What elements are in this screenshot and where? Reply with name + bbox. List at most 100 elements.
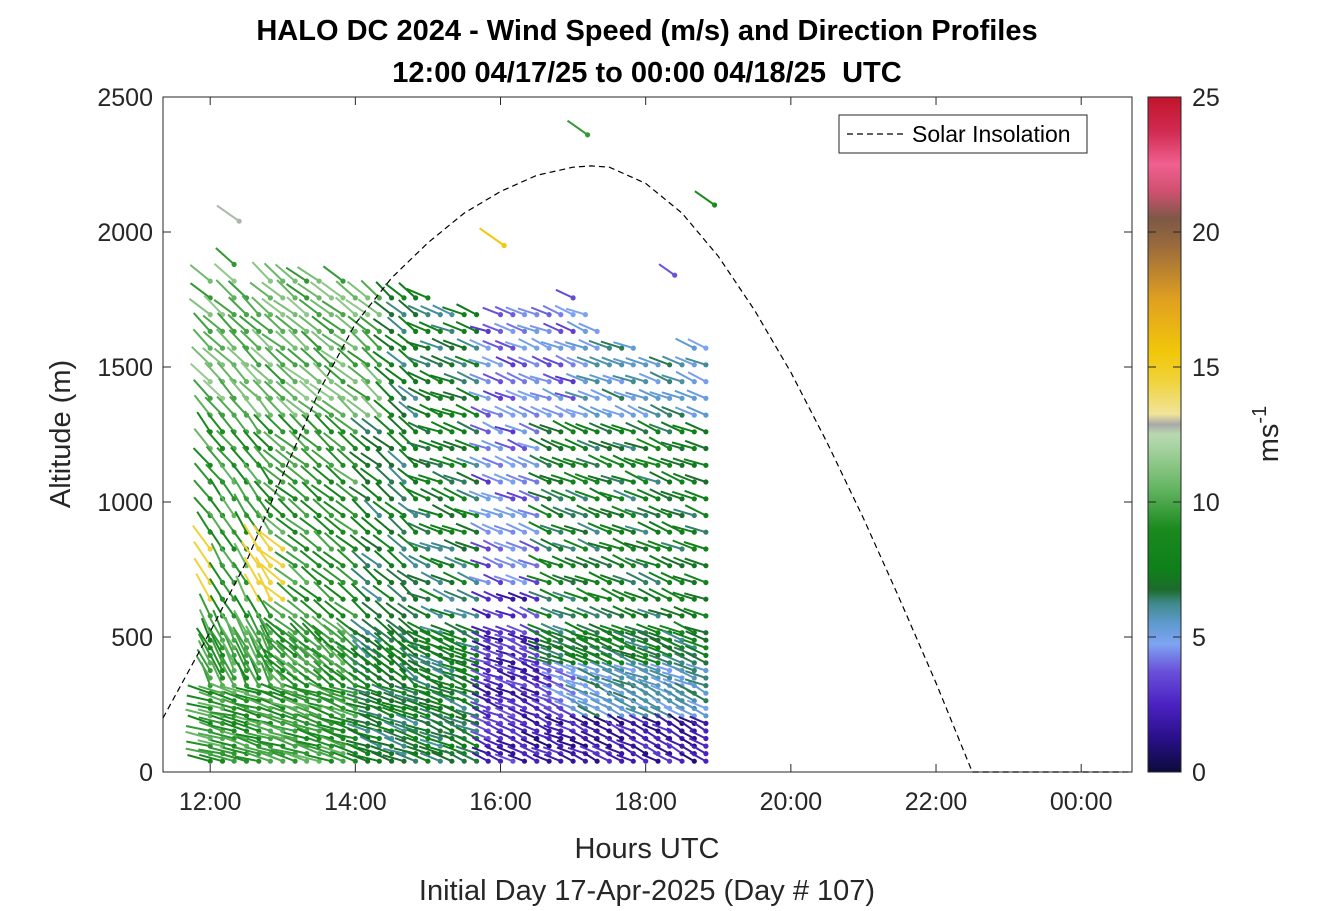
wind-barb-shaft [566,696,586,710]
wind-barb-dot [703,667,709,674]
wind-barb-shaft [381,701,405,710]
wind-barb-shaft [218,511,235,533]
wind-barb [345,702,371,711]
wind-barb [472,684,491,696]
wind-barb-shaft [539,423,562,433]
wind-barb-shaft [555,683,574,695]
wind-barb-dot [267,645,273,651]
wind-barb [273,299,298,318]
wind-barb-shaft [373,415,393,433]
wind-barb-dot [304,429,310,435]
wind-barb-dot [340,613,346,619]
wind-barb-shaft [506,699,525,710]
wind-barb [505,506,528,519]
wind-barb-shaft [528,521,550,534]
wind-barb-shaft [222,698,247,710]
wind-barb [519,647,540,659]
wind-barb-shaft [481,356,501,366]
wind-barb [258,548,286,569]
wind-barb-dot [292,445,298,452]
wind-barb-dot [679,546,685,552]
wind-barb-shaft [375,482,393,500]
wind-barb-shaft [274,533,296,550]
wind-barb [456,303,480,318]
wind-barb-dot [328,751,334,757]
wind-barb-shaft [569,751,586,763]
wind-barb [587,474,613,485]
wind-barb-dot [594,529,600,535]
wind-barb-shaft [532,683,550,695]
wind-barb-shaft [418,321,441,333]
wind-barb [387,483,407,502]
wind-barb-shaft [407,522,429,534]
wind-barb [518,575,540,586]
wind-barb-shaft [209,711,235,717]
wind-barb-shaft [612,630,634,642]
wind-barb-shaft [311,647,332,664]
wind-barb-shaft [312,498,333,517]
wind-barb-shaft [286,599,308,617]
wind-barb-shaft [495,593,514,601]
wind-barb [286,465,310,485]
wind-barb [312,466,334,485]
wind-barb [648,654,673,666]
wind-barb [407,371,431,385]
wind-barb [419,554,443,569]
wind-barb-shaft [588,556,610,567]
wind-barb-shaft [285,314,308,333]
wind-barb-shaft [361,626,380,642]
wind-barb-shaft [374,381,393,399]
wind-barb [519,606,540,619]
y-tick-label: 1000 [97,489,153,517]
wind-barb-shaft [245,746,271,755]
wind-barb [443,674,467,689]
wind-barb-shaft [471,607,489,617]
wind-barb-shaft [398,365,417,383]
wind-barb-shaft [350,515,369,533]
wind-barb [309,298,334,318]
wind-barb-shaft [431,504,453,517]
wind-barb-dot [461,720,467,727]
wind-barb-shaft [565,683,586,695]
wind-barb-dot [376,312,382,318]
wind-barb [235,722,262,734]
wind-barb-shaft [322,567,344,584]
y-axis-label: Altitude (m) [45,360,77,508]
wind-barb [528,422,552,435]
wind-barb [418,474,443,485]
wind-barb [370,745,395,757]
wind-barb [373,549,395,569]
wind-barb-dot [340,705,346,711]
wind-barb-shaft [370,745,392,755]
wind-barb-shaft [540,437,562,450]
wind-barb-shaft [442,656,465,664]
wind-barb-shaft [470,722,489,732]
wind-barb [397,533,419,552]
wind-barb-shaft [264,346,284,366]
wind-barb-dot [219,652,226,659]
wind-barb-shaft [260,682,284,695]
wind-barb-shaft [684,473,707,483]
colorbar-label: ms-1 [1249,406,1285,462]
wind-barb [347,350,371,368]
wind-barb [612,454,636,468]
wind-barb-shaft [405,724,429,732]
wind-barb-dot [267,312,273,318]
wind-barb [332,716,358,727]
wind-barb-shaft [350,582,369,600]
wind-barb [198,593,213,619]
wind-barb-dot [219,667,226,674]
wind-barb [599,637,625,651]
wind-barb-dot [619,546,625,552]
wind-barb [671,441,697,452]
wind-barb-dot [679,395,685,401]
wind-barb [587,522,613,535]
wind-barb-shaft [565,671,586,679]
wind-barb-dot [376,479,382,485]
wind-barb [430,439,455,452]
wind-barb-shaft [313,636,333,657]
wind-barb-shaft [209,618,224,641]
wind-barb-shaft [577,522,598,534]
wind-barb-dot [352,698,358,704]
